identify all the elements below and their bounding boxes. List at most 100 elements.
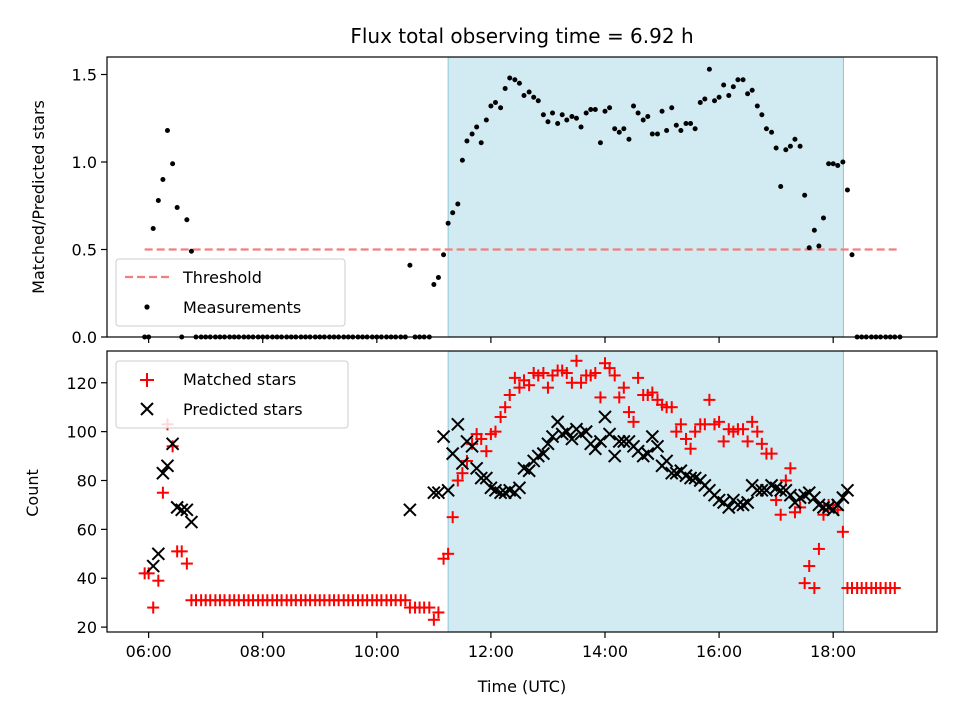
measurement-point [792, 136, 798, 142]
measurement-point [669, 105, 675, 111]
bottom-legend: Matched stars Predicted stars [115, 360, 349, 429]
predicted-star-point [607, 449, 622, 463]
measurement-point [478, 140, 484, 146]
matched-star-point [755, 437, 768, 450]
measurement-point [835, 163, 841, 168]
measurement-point [635, 110, 641, 116]
matched-star-point [717, 435, 730, 448]
x-tick-label: 06:00 [126, 642, 172, 661]
matched-star-point [575, 376, 588, 389]
measurement-point [683, 121, 689, 126]
matched-star-point [427, 613, 440, 626]
measurement-point [664, 128, 670, 133]
matched-star-point [632, 371, 645, 384]
matched-star-point [741, 435, 754, 448]
bottom-y-tick-label: 20 [77, 618, 97, 637]
measurement-point [564, 117, 570, 123]
x-axis-label: Time (UTC) [477, 677, 566, 696]
matched-star-point [798, 577, 811, 590]
measurement-point [612, 126, 618, 132]
predicted-star-point [151, 547, 166, 561]
measurement-point [521, 93, 527, 98]
matched-stars-points [138, 354, 901, 626]
measurement-point [797, 143, 803, 149]
measurement-point [721, 82, 727, 88]
measurement-point [559, 112, 565, 118]
matched-star-point [399, 594, 412, 607]
matched-star-point [451, 474, 464, 487]
matched-star-point [180, 557, 193, 570]
measurement-point [778, 184, 784, 189]
measurement-point [735, 77, 741, 83]
predicted-star-point [683, 471, 698, 485]
matched-star-point [166, 440, 179, 453]
measurement-point [621, 126, 627, 132]
measurement-point [431, 282, 437, 287]
measurement-point [535, 98, 541, 104]
predicted-star-point [451, 417, 465, 432]
top-y-ticks: 0.0 0.5 1.0 1.5 [72, 66, 107, 347]
measurement-point [712, 98, 718, 104]
measurement-point [597, 140, 603, 146]
matched-star-point [765, 447, 778, 460]
measurement-point [150, 226, 156, 231]
matched-star-point [508, 371, 521, 384]
top-y-tick-label: 0.0 [72, 328, 97, 347]
measurement-point [816, 243, 822, 249]
predicted-star-point [598, 410, 612, 424]
x-tick-label: 12:00 [468, 642, 514, 661]
measurement-point [659, 108, 665, 114]
measurement-point [407, 262, 413, 268]
matched-star-point [674, 418, 687, 431]
measurement-point [740, 77, 746, 83]
bottom-x-ticks: 06:00 08:00 10:00 12:00 14:00 16:00 18:00 [126, 632, 856, 661]
matched-star-point [803, 560, 816, 573]
matched-star-point [503, 388, 516, 401]
predicted-star-point [588, 442, 603, 456]
matched-star-point [594, 391, 607, 404]
top-y-tick-label: 0.5 [72, 241, 97, 260]
measurement-point [550, 110, 556, 116]
measurement-point [588, 107, 594, 112]
measurement-point [730, 84, 736, 90]
x-tick-label: 14:00 [582, 642, 628, 661]
matched-star-point [808, 582, 821, 595]
x-tick-label: 16:00 [696, 642, 742, 661]
bottom-y-tick-label: 60 [77, 520, 97, 539]
predicted-star-point [512, 481, 527, 495]
measurement-point [706, 66, 712, 72]
measurement-point [773, 145, 779, 151]
measurement-point [849, 252, 855, 258]
predicted-star-point [816, 500, 831, 515]
predicted-star-point [160, 459, 175, 473]
predicted-star-point [146, 559, 160, 573]
bottom-y-tick-label: 80 [77, 472, 97, 491]
x-tick-label: 10:00 [354, 642, 400, 661]
measurement-point [160, 177, 166, 182]
matched-star-point [703, 393, 716, 406]
matched-star-point [156, 486, 169, 499]
matched-star-point [617, 381, 630, 394]
measurement-point [654, 131, 660, 137]
measurement-point [769, 129, 775, 135]
matched-star-point [532, 369, 545, 382]
predicted-star-point [731, 498, 745, 512]
measurement-point [640, 117, 646, 123]
measurement-point [826, 161, 832, 167]
matched-star-point [603, 362, 616, 375]
predicted-star-point [560, 424, 574, 439]
matched-star-point [432, 606, 445, 619]
legend-matched-swatch [140, 373, 154, 387]
predicted-star-point [773, 483, 788, 497]
measurement-point [806, 245, 812, 251]
predicted-star-point [441, 483, 455, 497]
measurement-point [573, 115, 579, 121]
predicted-star-point [465, 439, 479, 454]
matched-star-point [499, 401, 512, 414]
predicted-stars-points [146, 410, 855, 573]
matched-star-point [680, 432, 693, 445]
matched-star-point [627, 415, 640, 428]
chart-title: Flux total observing time = 6.92 h [350, 24, 693, 48]
matched-star-point [152, 574, 165, 587]
